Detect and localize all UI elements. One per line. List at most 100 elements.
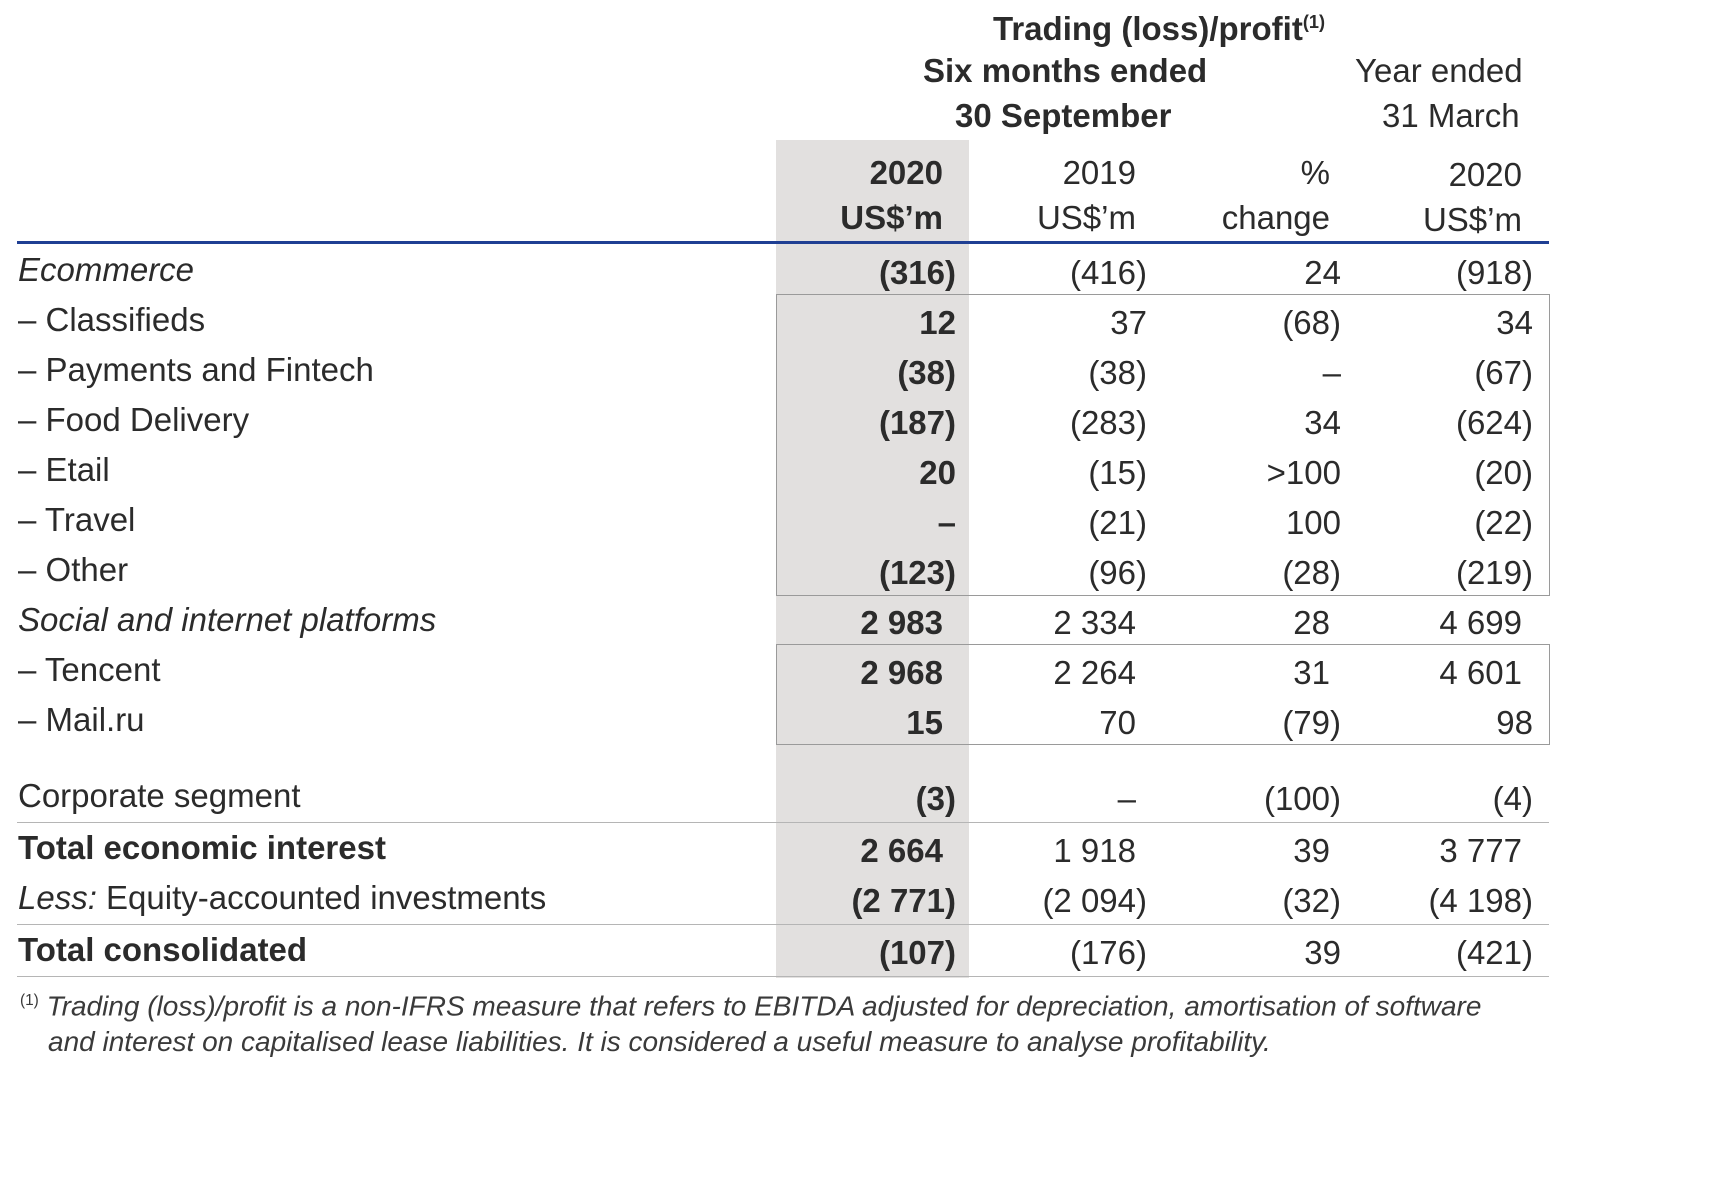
- row-label: – Etail: [18, 451, 110, 488]
- value-percent-change: (32): [1282, 882, 1341, 919]
- value-2020-six-months: 2 664: [860, 832, 943, 869]
- row-label: – Tencent: [18, 651, 161, 688]
- row-label-prefix: Less:: [18, 879, 97, 916]
- value-2020-year: 4 699: [1439, 604, 1522, 641]
- table-group-title: Trading (loss)/profit(1): [993, 2, 1325, 49]
- value-2020-six-months: (107): [878, 934, 956, 971]
- value-percent-change: 100: [1285, 504, 1341, 541]
- table-row: – Mail.ru 15 70 (79) 98: [0, 695, 1565, 745]
- value-2019-six-months: 2 334: [1053, 604, 1136, 641]
- value-percent-change: >100: [1266, 454, 1341, 491]
- footnote-line1: (1) Trading (loss)/profit is a non-IFRS …: [20, 980, 1481, 1026]
- six-months-heading-line1: Six months ended: [923, 52, 1208, 89]
- value-2020-six-months: 2 968: [860, 654, 943, 691]
- footnote-marker: (1): [20, 992, 39, 1009]
- value-2020-year: (22): [1474, 504, 1533, 541]
- value-2019-six-months: 1 918: [1053, 832, 1136, 869]
- value-percent-change: (68): [1282, 304, 1341, 341]
- table-row: – Classifieds 12 37 (68) 34: [0, 295, 1565, 345]
- group-title-footnote-marker: (1): [1302, 12, 1325, 32]
- value-2019-six-months: 37: [1110, 304, 1147, 341]
- table-row: – Travel – (21) 100 (22): [0, 495, 1565, 545]
- value-2019-six-months: (2 094): [1042, 882, 1147, 919]
- value-2020-six-months: –: [937, 504, 956, 541]
- value-2019-six-months: –: [1117, 780, 1136, 817]
- year-ended-heading-line2: 31 March: [1382, 97, 1520, 134]
- row-label: Social and internet platforms: [18, 601, 437, 638]
- value-2020-six-months: 15: [906, 704, 943, 741]
- value-2020-year: 4 601: [1439, 654, 1522, 691]
- col1-header-unit: US$’m: [840, 199, 943, 236]
- row-label: Ecommerce: [18, 251, 195, 288]
- value-percent-change: 34: [1304, 404, 1341, 441]
- value-2020-year: 3 777: [1439, 832, 1522, 869]
- value-percent-change: (100): [1263, 780, 1341, 817]
- row-label: Less: Equity-accounted investments: [18, 878, 546, 918]
- row-label: Total consolidated: [18, 931, 308, 968]
- table-row: Total consolidated (107) (176) 39 (421): [0, 925, 1565, 975]
- row-label: – Other: [18, 551, 129, 588]
- table-row: Total economic interest 2 664 1 918 39 3…: [0, 823, 1565, 873]
- value-2020-year: (67): [1474, 354, 1533, 391]
- table-row: – Tencent 2 968 2 264 31 4 601: [0, 645, 1565, 695]
- footnote-text-line1: Trading (loss)/profit is a non-IFRS meas…: [46, 990, 1482, 1022]
- table-row: – Food Delivery (187) (283) 34 (624): [0, 395, 1565, 445]
- value-2020-six-months: (38): [897, 354, 956, 391]
- row-label: Total economic interest: [18, 829, 386, 866]
- value-2019-six-months: (15): [1088, 454, 1147, 491]
- table-row: – Etail 20 (15) >100 (20): [0, 445, 1565, 495]
- platforms-subgroup-box: [776, 644, 1550, 745]
- value-2019-six-months: (283): [1069, 404, 1147, 441]
- group-title-text: Trading (loss)/profit: [993, 10, 1303, 47]
- table-row: Social and internet platforms 2 983 2 33…: [0, 595, 1565, 645]
- col3-header-label: change: [1221, 199, 1330, 236]
- col3-header-symbol: %: [1300, 154, 1330, 191]
- value-2019-six-months: (176): [1069, 934, 1147, 971]
- row-label: Corporate segment: [18, 777, 301, 814]
- row-label: – Classifieds: [18, 301, 206, 338]
- value-2020-year: 98: [1496, 704, 1533, 741]
- footnote-text-line2: and interest on capitalised lease liabil…: [48, 1026, 1271, 1057]
- col2-header-unit: US$’m: [1036, 199, 1136, 236]
- table-row: Less: Equity-accounted investments (2 77…: [0, 873, 1565, 923]
- header-rule: [17, 241, 1549, 244]
- table-row: Corporate segment (3) – (100) (4): [0, 771, 1565, 821]
- value-2020-year: (4 198): [1428, 882, 1533, 919]
- row-divider: [17, 924, 1549, 925]
- col4-header-year: 2020: [1448, 156, 1522, 193]
- value-percent-change: 28: [1293, 604, 1330, 641]
- value-2020-six-months: 2 983: [860, 604, 943, 641]
- value-percent-change: 24: [1304, 254, 1341, 291]
- value-2020-six-months: 20: [919, 454, 956, 491]
- row-label: – Payments and Fintech: [18, 351, 374, 388]
- table-row: – Payments and Fintech (38) (38) – (67): [0, 345, 1565, 395]
- value-2020-six-months: (3): [915, 780, 956, 817]
- col2-header-year: 2019: [1062, 154, 1136, 191]
- value-2020-year: (20): [1474, 454, 1533, 491]
- ecommerce-subgroup-box: [776, 294, 1550, 596]
- value-2020-year: (219): [1455, 554, 1533, 591]
- col1-header-year: 2020: [869, 154, 943, 191]
- value-2020-six-months: 12: [919, 304, 956, 341]
- col4-header-unit: US$’m: [1422, 201, 1522, 238]
- row-label: – Mail.ru: [18, 701, 145, 738]
- row-label-text: Equity-accounted investments: [96, 879, 547, 916]
- current-period-column-shading: [776, 140, 969, 978]
- year-ended-heading-line1: Year ended: [1355, 52, 1523, 89]
- value-percent-change: 39: [1304, 934, 1341, 971]
- value-2020-six-months: (187): [878, 404, 956, 441]
- value-2020-year: (421): [1455, 934, 1533, 971]
- value-2020-six-months: (2 771): [851, 882, 956, 919]
- value-2019-six-months: (416): [1069, 254, 1147, 291]
- value-2020-six-months: (123): [878, 554, 956, 591]
- trading-profit-table: Trading (loss)/profit(1) Six months ende…: [0, 2, 1565, 1057]
- value-percent-change: –: [1322, 354, 1341, 391]
- value-2019-six-months: (21): [1088, 504, 1147, 541]
- row-divider: [17, 822, 1549, 823]
- six-months-heading-line2: 30 September: [955, 97, 1172, 134]
- value-2019-six-months: (38): [1088, 354, 1147, 391]
- value-2019-six-months: 2 264: [1053, 654, 1136, 691]
- value-2020-year: (624): [1455, 404, 1533, 441]
- table-row: – Other (123) (96) (28) (219): [0, 545, 1565, 595]
- value-2020-year: 34: [1496, 304, 1533, 341]
